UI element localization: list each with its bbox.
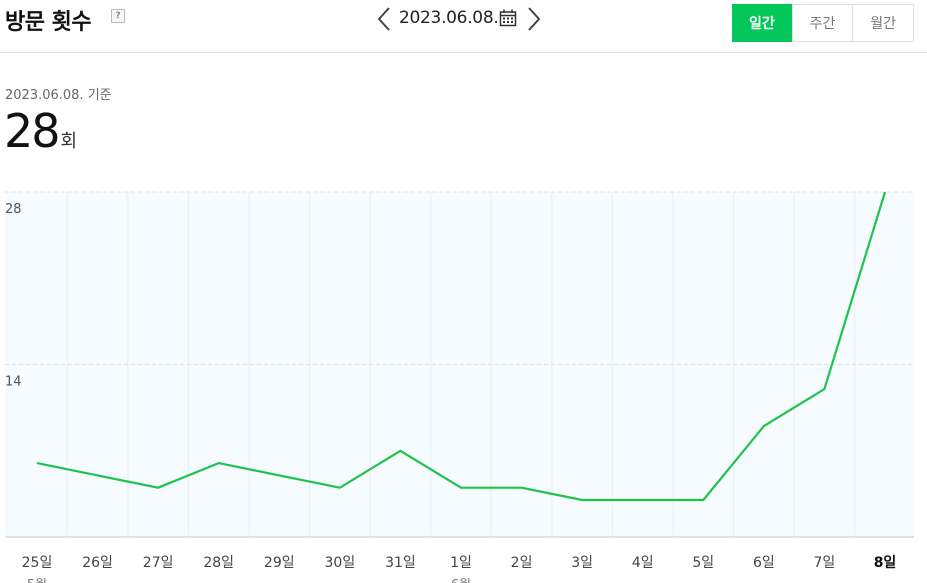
- basis-date-label: 2023.06.08. 기준: [5, 88, 112, 103]
- current-date: 2023.06.08.: [399, 8, 499, 28]
- x-tick-label: 1일: [450, 555, 472, 571]
- x-tick-label: 4일: [632, 555, 654, 571]
- visit-count-value: 28: [4, 104, 61, 158]
- x-tick-label: 29일: [264, 555, 295, 571]
- calendar-icon[interactable]: [499, 9, 517, 27]
- x-tick-label: 25일: [22, 555, 53, 571]
- page-title: 방문 횟수: [5, 10, 92, 35]
- total-visits: 28 회: [4, 104, 77, 158]
- visit-count-unit: 회: [60, 131, 78, 152]
- tab-weekly[interactable]: 주간: [791, 5, 853, 41]
- x-tick-label: 30일: [325, 555, 356, 571]
- x-tick-label: 8일: [874, 555, 897, 571]
- x-tick-label: 2일: [511, 555, 533, 571]
- x-tick-label: 5일: [692, 555, 714, 571]
- tab-monthly[interactable]: 월간: [852, 5, 913, 41]
- x-tick-label: 31일: [385, 555, 416, 571]
- x-tick-label: 27일: [143, 555, 174, 571]
- period-tabs: 일간 주간 월간: [732, 4, 914, 42]
- help-icon[interactable]: ?: [111, 9, 125, 23]
- x-tick-label: 28일: [203, 555, 234, 571]
- visits-line-chart: 14 28 25일 26일 27일 28일 29일 30일 31일 1일 2일 3일 4일 5일 6일 7일 8…: [5, 191, 914, 583]
- x-month-sublabel: 5월: [27, 578, 47, 583]
- header: 방문 횟수 ? 2023.06.08. 일간 주간 월간: [0, 0, 927, 53]
- series-line: [36, 191, 887, 502]
- x-month-sublabel: 6월: [451, 578, 471, 583]
- y-tick-label: 28: [5, 202, 22, 217]
- chevron-left-icon[interactable]: [375, 6, 393, 32]
- x-tick-label: 6일: [753, 555, 775, 571]
- y-tick-label: 14: [5, 375, 22, 390]
- x-tick-label: 3일: [571, 555, 593, 571]
- x-tick-label: 7일: [814, 555, 836, 571]
- chevron-right-icon[interactable]: [525, 6, 543, 32]
- x-tick-label: 26일: [82, 555, 113, 571]
- tab-daily[interactable]: 일간: [732, 4, 792, 42]
